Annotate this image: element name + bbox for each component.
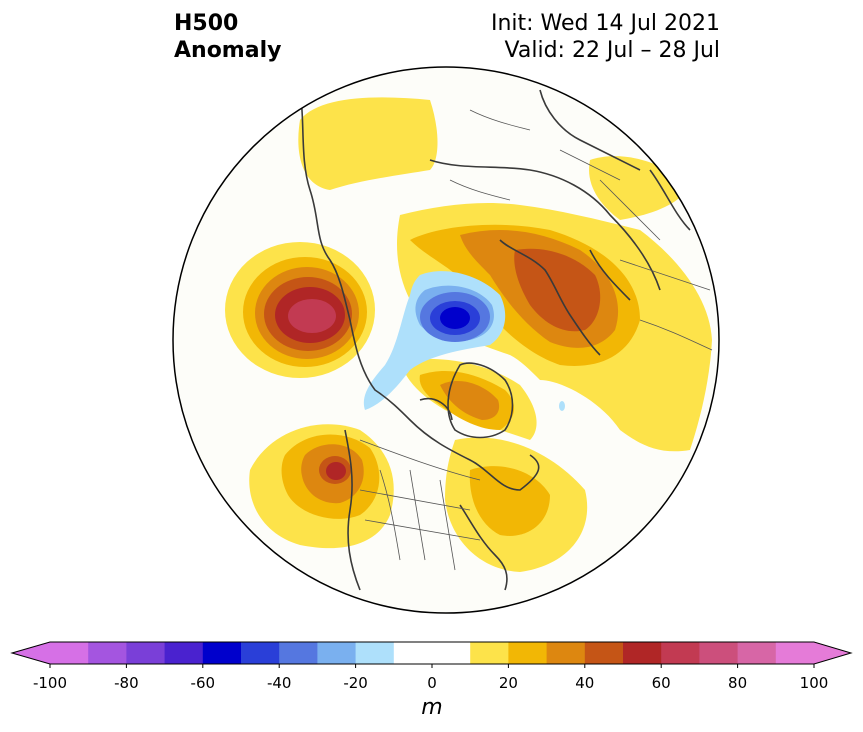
colorbar-segment (470, 642, 509, 664)
colorbar-segment (432, 642, 471, 664)
colorbar (10, 641, 853, 668)
political-borders (359, 109, 713, 571)
coastlines (299, 89, 691, 591)
colorbar-segment (775, 642, 815, 664)
colorbar-segment (317, 642, 357, 664)
forecast-dates: Init: Wed 14 Jul 2021 Valid: 22 Jul – 28… (491, 10, 720, 64)
colorbar-segment (202, 642, 242, 664)
colorbar-tick-label: 0 (427, 674, 437, 692)
colorbar-tick-label: -80 (114, 674, 139, 692)
colorbar-segment (279, 642, 318, 664)
anomaly-fill-60-70 (288, 299, 336, 333)
colorbar-segment (393, 642, 433, 664)
colorbar-tick-label: 100 (799, 674, 829, 692)
colorbar-segment (355, 642, 395, 664)
map-boundary (172, 66, 720, 614)
colorbar-segment (164, 642, 204, 664)
colorbar-segment (623, 642, 662, 664)
colorbar-segment (241, 642, 280, 664)
colorbar-segment (88, 642, 127, 664)
field-title-line1: H500 (174, 11, 239, 36)
colorbar-unit-label: m (421, 695, 443, 720)
colorbar-tick-label: 20 (498, 674, 518, 692)
colorbar-segment (737, 642, 777, 664)
colorbar-segment (584, 642, 624, 664)
colorbar-segment (508, 642, 548, 664)
colorbar-tick-label: 40 (575, 674, 595, 692)
colorbar-segment (546, 642, 586, 664)
colorbar-segment (126, 642, 166, 664)
colorbar-tick-label: -20 (343, 674, 368, 692)
colorbar-extend-min (12, 642, 50, 664)
init-date: Init: Wed 14 Jul 2021 (490, 11, 720, 36)
field-title: H500 Anomaly (174, 10, 281, 64)
colorbar-tick-label: -100 (32, 674, 68, 692)
negative-anomaly (363, 271, 565, 411)
colorbar-segment (699, 642, 739, 664)
colorbar-tick-label: 60 (651, 674, 671, 692)
colorbar-tick-label: -60 (190, 674, 216, 692)
map-disc (173, 67, 719, 613)
colorbar-tick-label: -40 (266, 674, 292, 692)
colorbar-segment (50, 642, 89, 664)
valid-date-range: Valid: 22 Jul – 28 Jul (504, 38, 720, 63)
field-title-line2: Anomaly (174, 38, 282, 63)
colorbar-tick-label: 80 (728, 674, 748, 692)
colorbar-segment (661, 642, 700, 664)
colorbar-extend-max (814, 642, 851, 664)
